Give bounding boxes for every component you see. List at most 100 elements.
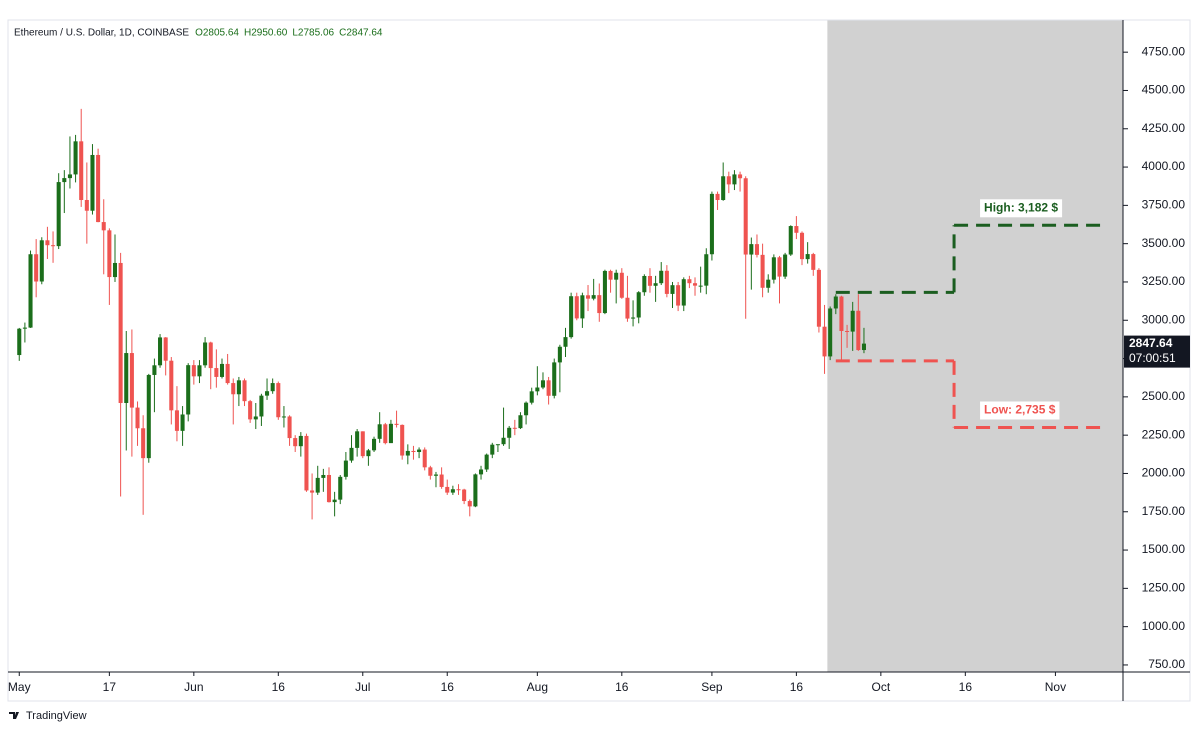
x-tick-label: Jul: [355, 680, 370, 694]
candle-body: [608, 270, 613, 280]
x-tick-label: 16: [615, 680, 629, 694]
candle-body: [67, 174, 72, 179]
y-tick-label: 3750.00: [1142, 198, 1186, 212]
candle-body: [450, 489, 455, 493]
candle-body: [321, 474, 326, 478]
candle-body: [738, 174, 743, 179]
candle-body: [310, 490, 315, 493]
candle-body: [366, 450, 371, 457]
candle-body: [799, 232, 805, 260]
candle-body: [529, 391, 534, 403]
candle-body: [653, 283, 658, 286]
candle-body: [687, 279, 692, 284]
x-tick-label: May: [8, 680, 31, 694]
candle-body: [692, 283, 698, 286]
candle-body: [141, 428, 146, 459]
x-tick-label: Jun: [184, 680, 203, 694]
candle-body: [315, 477, 320, 493]
candle-body: [507, 427, 512, 438]
candle-body: [422, 449, 427, 468]
candle-body: [597, 295, 602, 314]
annotation-label-bg: [980, 401, 1060, 420]
candle-body: [355, 431, 360, 448]
candle-body: [856, 310, 861, 351]
candle-body: [34, 254, 39, 282]
y-tick-label: 1250.00: [1142, 581, 1186, 595]
candle-body: [602, 270, 607, 314]
candle-body: [146, 374, 151, 459]
candle-body: [343, 460, 348, 477]
candle-body: [788, 226, 793, 255]
candle-body: [569, 296, 574, 338]
candle-body: [681, 279, 686, 306]
candle-body: [512, 427, 517, 429]
candle-body: [771, 257, 776, 280]
candle-body: [614, 272, 619, 280]
y-tick-label: 2000.00: [1142, 466, 1186, 480]
candle-body: [225, 363, 230, 384]
candle-body: [96, 154, 101, 223]
candle-body: [709, 193, 714, 255]
candle-body: [338, 476, 343, 500]
ohlc-readout: L2785.06: [292, 28, 334, 39]
candle-body: [79, 141, 84, 201]
candle-body: [540, 380, 546, 388]
y-tick-label: 4750.00: [1142, 44, 1186, 58]
candle-body: [248, 401, 253, 420]
candle-body: [845, 330, 850, 332]
logo-icon: [9, 712, 22, 719]
candle-body: [158, 337, 163, 366]
candle-body: [174, 410, 179, 431]
candle-body: [822, 326, 827, 357]
candle-body: [208, 342, 213, 369]
candle-body: [777, 257, 782, 277]
candle-body: [152, 365, 157, 375]
candle-body: [242, 380, 247, 402]
candle-body: [535, 387, 540, 392]
candle-body: [281, 416, 286, 418]
candle-body: [191, 365, 196, 377]
candle-body: [816, 269, 821, 327]
last-price-label: 2847.64: [1129, 336, 1173, 350]
x-tick-label: 16: [272, 680, 286, 694]
candle-body: [445, 486, 450, 493]
x-tick-label: 16: [790, 680, 804, 694]
candle-body: [676, 285, 681, 306]
candle-body: [219, 363, 225, 377]
ohlc-readout: C2847.64: [339, 28, 383, 39]
candle-body: [647, 275, 652, 286]
candle-body: [732, 174, 737, 185]
candle-body: [377, 424, 382, 439]
x-tick-label: Sep: [701, 680, 723, 694]
future-shade: [827, 20, 1123, 672]
candle-body: [326, 474, 332, 503]
y-tick-label: 2250.00: [1142, 427, 1186, 441]
candle-body: [180, 414, 185, 431]
candle-body: [794, 226, 799, 233]
candle-body: [298, 435, 303, 447]
candle-body: [304, 435, 309, 491]
candle-body: [372, 438, 377, 451]
x-tick-label: 17: [103, 680, 117, 694]
candle-body: [659, 270, 664, 284]
candle-body: [726, 176, 731, 185]
candle-body: [805, 254, 810, 260]
candle-body: [270, 383, 275, 392]
candle-body: [135, 407, 140, 429]
candle-body: [585, 295, 591, 299]
candle-body: [557, 346, 562, 363]
candle-body: [265, 391, 270, 396]
candle-body: [636, 292, 641, 318]
candle-body: [754, 244, 759, 255]
candle-body: [580, 295, 585, 319]
candle-body: [39, 240, 44, 282]
candle-body: [563, 337, 568, 347]
candle-body: [22, 327, 27, 329]
candle-body: [619, 272, 624, 298]
candle-body: [850, 310, 855, 332]
annotation-label: Low: 2,735 $: [984, 403, 1056, 417]
candle-body: [642, 275, 647, 293]
candle-body: [428, 467, 433, 476]
